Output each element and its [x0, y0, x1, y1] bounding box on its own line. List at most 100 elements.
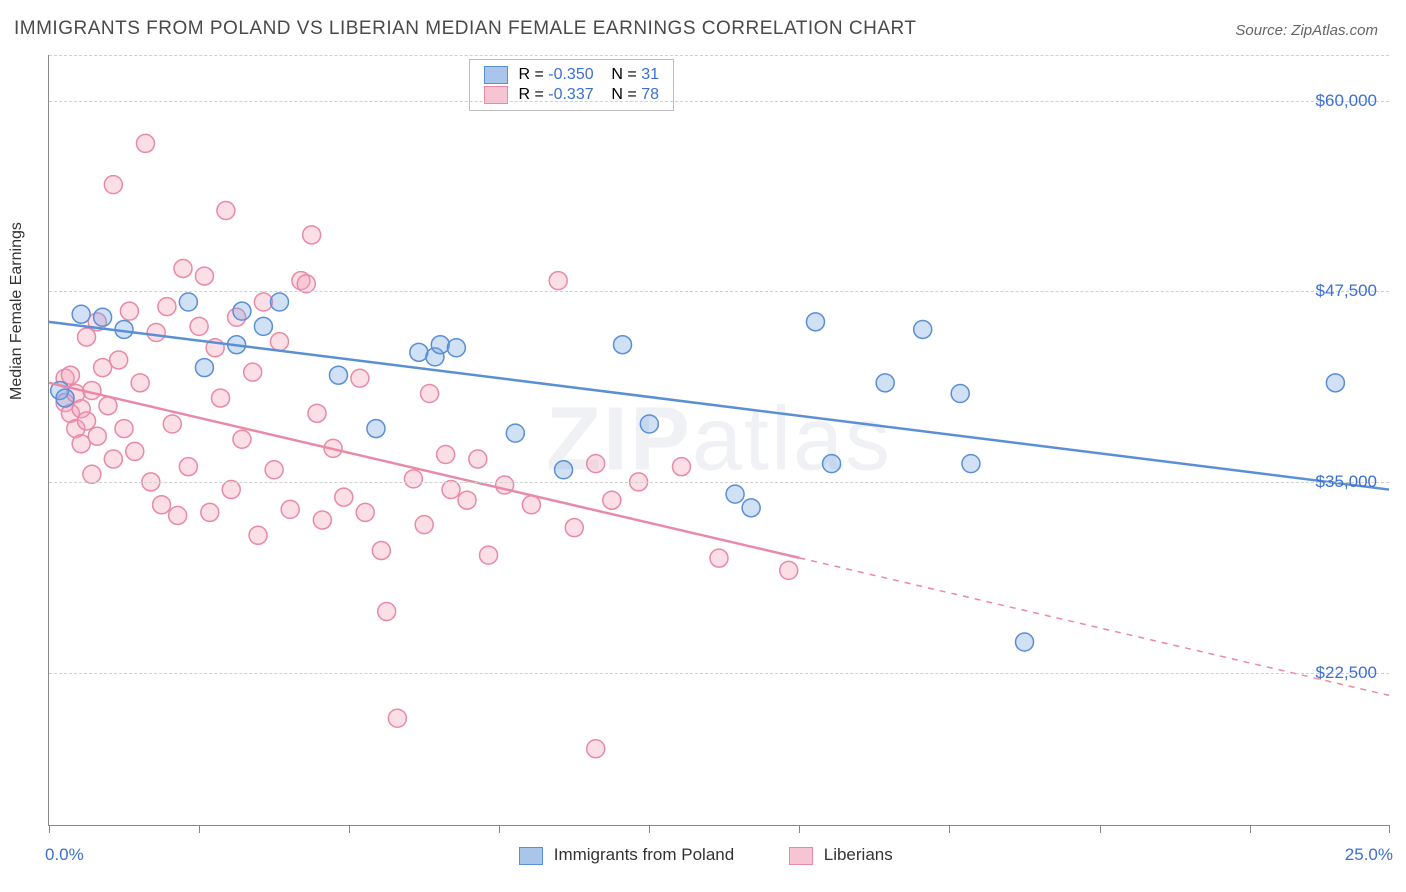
scatter-point	[158, 298, 176, 316]
scatter-point	[297, 275, 315, 293]
scatter-point	[61, 366, 79, 384]
scatter-point	[88, 427, 106, 445]
scatter-point	[415, 516, 433, 534]
scatter-point	[335, 488, 353, 506]
scatter-point	[190, 317, 208, 335]
scatter-point	[555, 461, 573, 479]
legend-r-label-a: R =	[518, 66, 548, 83]
x-tick	[349, 825, 350, 833]
scatter-point	[201, 503, 219, 521]
scatter-point	[914, 320, 932, 338]
scatter-point	[195, 267, 213, 285]
scatter-point	[1016, 633, 1034, 651]
source-name: ZipAtlas.com	[1291, 22, 1378, 39]
scatter-point	[442, 481, 460, 499]
chart-title: IMMIGRANTS FROM POLAND VS LIBERIAN MEDIA…	[14, 18, 916, 40]
scatter-point	[823, 455, 841, 473]
scatter-point	[72, 305, 90, 323]
scatter-point	[126, 442, 144, 460]
scatter-point	[587, 455, 605, 473]
legend-swatch-a	[484, 66, 508, 84]
legend-bottom-b: Liberians	[789, 845, 893, 865]
scatter-point	[469, 450, 487, 468]
y-tick-label: $47,500	[1316, 281, 1377, 301]
scatter-point	[303, 226, 321, 244]
scatter-point	[710, 549, 728, 567]
trend-line-dashed	[799, 558, 1389, 696]
scatter-point	[270, 333, 288, 351]
scatter-point	[587, 740, 605, 758]
scatter-point	[163, 415, 181, 433]
scatter-point	[222, 481, 240, 499]
scatter-point	[120, 302, 138, 320]
scatter-point	[249, 526, 267, 544]
scatter-point	[742, 499, 760, 517]
legend-bottom-swatch-b	[789, 847, 813, 865]
scatter-point	[212, 389, 230, 407]
scatter-point	[104, 176, 122, 194]
scatter-point	[308, 404, 326, 422]
scatter-point	[147, 324, 165, 342]
scatter-point	[603, 491, 621, 509]
gridline	[49, 482, 1389, 483]
scatter-point	[179, 458, 197, 476]
y-tick-label: $35,000	[1316, 472, 1377, 492]
scatter-point	[506, 424, 524, 442]
chart-plot-area: ZIPatlas R = -0.350 N = 31 R = -0.337 N …	[48, 55, 1389, 826]
y-axis-label: Median Female Earnings	[8, 222, 26, 400]
scatter-point	[672, 458, 690, 476]
gridline	[49, 55, 1389, 56]
scatter-point	[217, 202, 235, 220]
legend-r-value-a: -0.350	[548, 66, 593, 83]
scatter-point	[614, 336, 632, 354]
scatter-point	[329, 366, 347, 384]
scatter-point	[640, 415, 658, 433]
scatter-point	[195, 359, 213, 377]
scatter-point	[115, 420, 133, 438]
scatter-point	[431, 336, 449, 354]
scatter-point	[94, 308, 112, 326]
scatter-point	[254, 293, 272, 311]
scatter-point	[270, 293, 288, 311]
legend-stats-box: R = -0.350 N = 31 R = -0.337 N = 78	[469, 59, 674, 111]
scatter-point	[254, 317, 272, 335]
legend-n-value-a: 31	[641, 66, 659, 83]
scatter-point	[780, 561, 798, 579]
scatter-point	[104, 450, 122, 468]
x-tick	[499, 825, 500, 833]
x-tick	[49, 825, 50, 833]
legend-bottom-a: Immigrants from Poland	[519, 845, 734, 865]
x-tick	[949, 825, 950, 833]
scatter-point	[265, 461, 283, 479]
scatter-point	[388, 709, 406, 727]
legend-n-label-a: N =	[611, 66, 641, 83]
x-tick	[1100, 825, 1101, 833]
scatter-point	[244, 363, 262, 381]
scatter-point	[726, 485, 744, 503]
scatter-point	[233, 302, 251, 320]
scatter-point	[480, 546, 498, 564]
scatter-point	[83, 465, 101, 483]
legend-bottom-swatch-a	[519, 847, 543, 865]
scatter-point	[876, 374, 894, 392]
legend-bottom-label-b: Liberians	[824, 845, 893, 864]
scatter-point	[233, 430, 251, 448]
scatter-point	[78, 412, 96, 430]
scatter-point	[962, 455, 980, 473]
scatter-point	[136, 134, 154, 152]
scatter-point	[458, 491, 476, 509]
scatter-point	[351, 369, 369, 387]
scatter-point	[522, 496, 540, 514]
scatter-point	[99, 397, 117, 415]
scatter-point	[153, 496, 171, 514]
scatter-point	[94, 359, 112, 377]
trend-line	[49, 322, 1389, 490]
scatter-point	[378, 603, 396, 621]
scatter-point	[56, 389, 74, 407]
gridline	[49, 101, 1389, 102]
x-tick	[1250, 825, 1251, 833]
gridline	[49, 291, 1389, 292]
scatter-point	[78, 328, 96, 346]
scatter-point	[437, 445, 455, 463]
x-tick	[199, 825, 200, 833]
